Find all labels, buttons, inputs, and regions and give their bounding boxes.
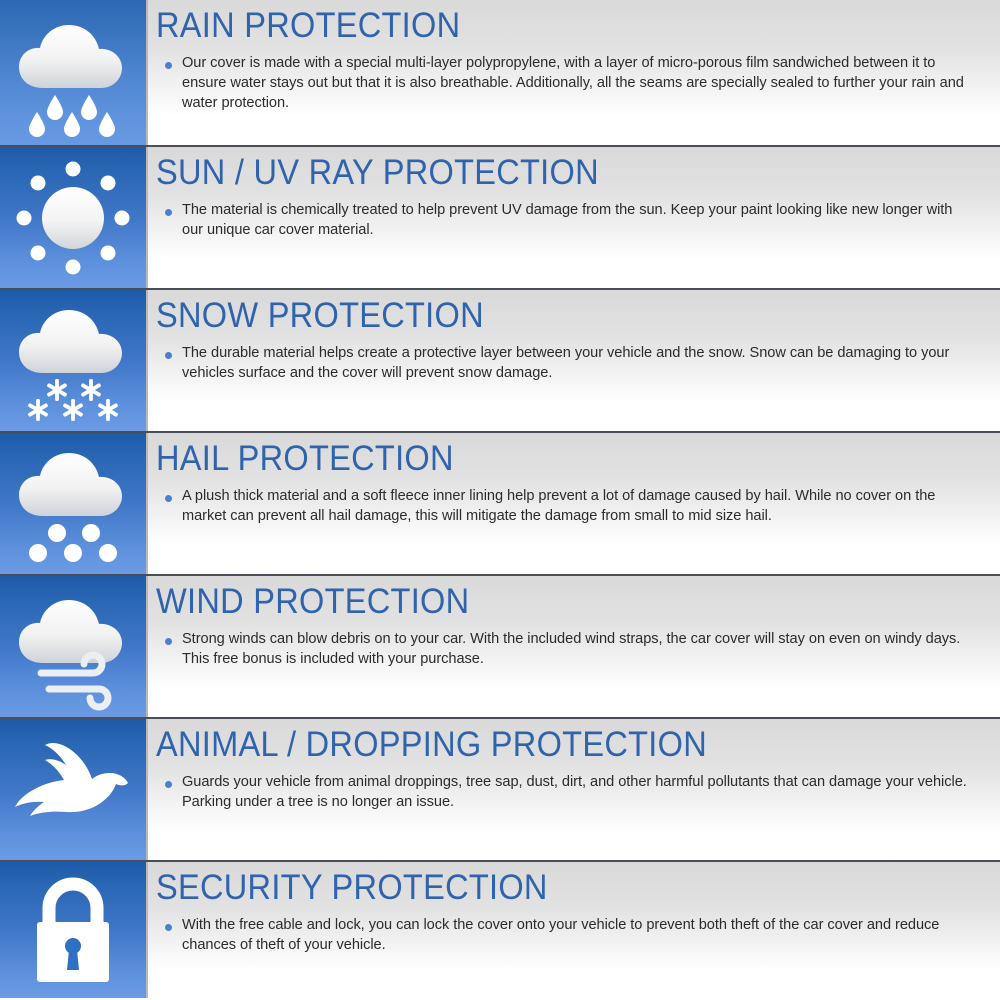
feature-description-block: The durable material helps create a prot…: [156, 343, 980, 383]
wind-cloud-icon: [19, 599, 122, 710]
feature-content: WIND PROTECTION Strong winds can blow de…: [148, 576, 1000, 717]
feature-content: SECURITY PROTECTION With the free cable …: [148, 862, 1000, 998]
feature-row: WIND PROTECTION Strong winds can blow de…: [0, 574, 1000, 717]
bullet-icon: [165, 352, 172, 359]
padlock-icon: [37, 877, 109, 982]
feature-row: SECURITY PROTECTION With the free cable …: [0, 860, 1000, 998]
bullet-icon: [165, 781, 172, 788]
bullet-icon: [165, 62, 172, 69]
feature-row: RAIN PROTECTION Our cover is made with a…: [0, 0, 1000, 145]
feature-content: HAIL PROTECTION A plush thick material a…: [148, 433, 1000, 574]
feature-row: SUN / UV RAY PROTECTION The material is …: [0, 145, 1000, 288]
bullet-icon: [165, 924, 172, 931]
feature-description-block: With the free cable and lock, you can lo…: [156, 915, 980, 955]
icon-panel-animal: [0, 719, 148, 860]
icon-panel-security: [0, 862, 148, 998]
feature-description-block: Strong winds can blow debris on to your …: [156, 629, 980, 669]
feature-content: ANIMAL / DROPPING PROTECTION Guards your…: [148, 719, 1000, 860]
feature-description: Guards your vehicle from animal dropping…: [182, 774, 967, 810]
icon-panel-rain: [0, 0, 148, 145]
feature-row: ANIMAL / DROPPING PROTECTION Guards your…: [0, 717, 1000, 860]
icon-panel-hail: [0, 433, 148, 574]
sun-icon: [16, 161, 130, 274]
bullet-icon: [165, 495, 172, 502]
feature-title: HAIL PROTECTION: [156, 439, 454, 478]
bullet-icon: [165, 638, 172, 645]
icon-panel-snow: [0, 290, 148, 431]
feature-description-block: A plush thick material and a soft fleece…: [156, 486, 980, 526]
feature-description-block: Our cover is made with a special multi-l…: [156, 53, 980, 113]
feature-title: WIND PROTECTION: [156, 582, 470, 621]
icon-panel-sun: [0, 147, 148, 288]
feature-title: RAIN PROTECTION: [156, 6, 461, 45]
icon-panel-wind: [0, 576, 148, 717]
feature-content: SNOW PROTECTION The durable material hel…: [148, 290, 1000, 431]
snow-cloud-icon: [19, 309, 122, 421]
feature-title: SNOW PROTECTION: [156, 296, 484, 335]
feature-title: ANIMAL / DROPPING PROTECTION: [156, 725, 707, 764]
flying-bird-icon: [15, 742, 128, 816]
hail-cloud-icon: [19, 452, 122, 562]
feature-description-block: Guards your vehicle from animal dropping…: [156, 772, 980, 812]
feature-description-block: The material is chemically treated to he…: [156, 200, 980, 240]
feature-title: SECURITY PROTECTION: [156, 868, 548, 907]
feature-description: A plush thick material and a soft fleece…: [182, 488, 936, 524]
feature-title: SUN / UV RAY PROTECTION: [156, 153, 599, 192]
feature-content: RAIN PROTECTION Our cover is made with a…: [148, 0, 1000, 145]
rain-cloud-icon: [19, 24, 122, 137]
feature-description: Strong winds can blow debris on to your …: [182, 631, 961, 667]
bullet-icon: [165, 209, 172, 216]
feature-description: The durable material helps create a prot…: [182, 345, 950, 381]
feature-description: Our cover is made with a special multi-l…: [182, 55, 964, 111]
feature-content: SUN / UV RAY PROTECTION The material is …: [148, 147, 1000, 288]
feature-description: The material is chemically treated to he…: [182, 202, 953, 238]
feature-row: HAIL PROTECTION A plush thick material a…: [0, 431, 1000, 574]
feature-description: With the free cable and lock, you can lo…: [182, 917, 940, 953]
feature-row: SNOW PROTECTION The durable material hel…: [0, 288, 1000, 431]
